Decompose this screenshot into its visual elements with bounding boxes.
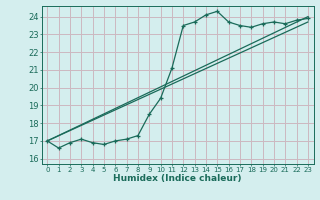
X-axis label: Humidex (Indice chaleur): Humidex (Indice chaleur) bbox=[113, 174, 242, 183]
